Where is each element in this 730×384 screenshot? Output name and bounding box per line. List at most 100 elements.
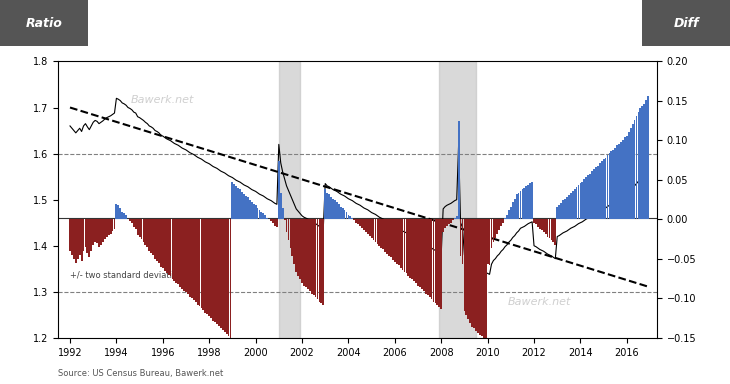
Bar — [526, 186, 527, 219]
Bar — [318, 219, 320, 301]
Bar — [357, 219, 359, 224]
Bar — [262, 213, 264, 219]
Bar — [82, 219, 85, 251]
Bar — [380, 219, 383, 248]
Bar — [239, 189, 241, 219]
Bar — [181, 219, 183, 289]
Bar — [383, 219, 384, 250]
Bar — [258, 210, 261, 219]
Bar — [411, 219, 413, 280]
Bar — [636, 116, 637, 219]
Bar — [450, 219, 452, 223]
Bar — [312, 219, 315, 295]
Bar — [504, 218, 506, 219]
Bar — [531, 182, 533, 219]
Bar — [353, 219, 355, 220]
Bar — [523, 188, 526, 219]
Bar — [405, 219, 407, 273]
Bar — [135, 219, 137, 229]
Bar — [642, 106, 643, 219]
Bar — [599, 163, 601, 219]
Bar — [276, 219, 278, 227]
Text: Bawerk.net: Bawerk.net — [507, 297, 571, 307]
Bar — [344, 210, 345, 219]
Bar — [255, 205, 256, 219]
Bar — [444, 219, 446, 228]
Bar — [108, 219, 110, 235]
Bar — [81, 219, 82, 260]
Bar — [129, 219, 131, 221]
Bar — [510, 207, 512, 219]
Bar — [512, 202, 514, 219]
Bar — [120, 208, 121, 219]
Bar — [634, 120, 636, 219]
Bar — [622, 140, 624, 219]
Bar — [514, 199, 515, 219]
Bar — [79, 219, 80, 255]
Bar — [407, 219, 410, 275]
Bar — [472, 219, 473, 327]
Bar — [141, 219, 142, 239]
Bar — [237, 188, 239, 219]
Bar — [307, 219, 309, 289]
Bar — [593, 169, 595, 219]
Bar — [110, 219, 112, 233]
Bar — [604, 158, 607, 219]
Bar — [645, 100, 647, 219]
Bar — [305, 219, 307, 287]
Bar — [583, 179, 585, 219]
Bar — [317, 219, 318, 299]
Bar — [639, 108, 641, 219]
Bar — [452, 219, 454, 220]
Bar — [506, 215, 508, 219]
Bar — [222, 219, 223, 330]
Bar — [145, 219, 146, 245]
Bar — [296, 219, 297, 271]
Bar — [350, 216, 351, 219]
Bar — [421, 219, 423, 289]
Bar — [253, 204, 255, 219]
Bar — [249, 200, 250, 219]
Bar — [479, 219, 481, 335]
Bar — [456, 216, 458, 219]
Bar — [339, 207, 342, 219]
Bar — [359, 219, 361, 226]
Bar — [386, 219, 388, 254]
Bar — [131, 219, 133, 223]
Bar — [577, 185, 580, 219]
Bar — [347, 215, 350, 219]
Bar — [500, 219, 502, 226]
Bar — [147, 219, 148, 247]
Bar — [301, 219, 303, 283]
Bar — [73, 219, 74, 259]
Text: Source: US Census Bureau, Bawerk.net: Source: US Census Bureau, Bawerk.net — [58, 369, 223, 378]
Bar — [591, 171, 593, 219]
Bar — [589, 174, 591, 219]
Bar — [88, 219, 91, 257]
Bar — [616, 145, 618, 219]
Bar — [175, 219, 177, 283]
Bar — [208, 219, 210, 316]
Bar — [156, 219, 158, 260]
Bar — [169, 219, 172, 276]
Bar — [235, 186, 237, 219]
Bar — [365, 219, 366, 232]
Bar — [508, 210, 510, 219]
Bar — [400, 219, 402, 268]
Bar — [351, 218, 353, 219]
Bar — [342, 209, 344, 219]
Bar — [330, 197, 332, 219]
Bar — [419, 219, 421, 287]
Bar — [467, 219, 469, 319]
Bar — [189, 219, 191, 297]
Bar — [595, 167, 597, 219]
Bar — [251, 202, 253, 219]
Bar — [228, 219, 229, 336]
Bar — [460, 219, 461, 256]
Bar — [607, 156, 608, 219]
Bar — [86, 219, 88, 253]
Bar — [191, 219, 193, 298]
Bar — [394, 219, 396, 262]
Bar — [515, 194, 518, 219]
Bar — [626, 136, 628, 219]
